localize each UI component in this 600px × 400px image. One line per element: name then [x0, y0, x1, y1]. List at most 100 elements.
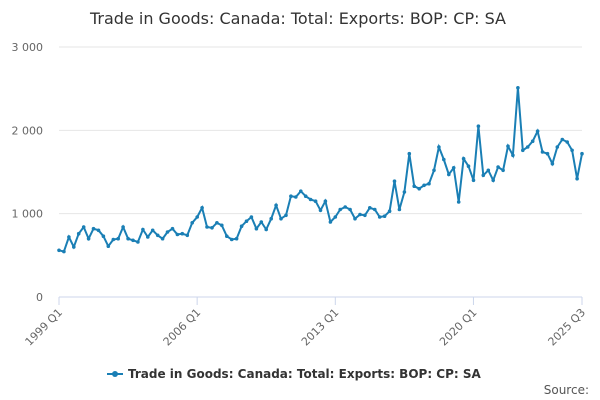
data-point[interactable] — [210, 226, 214, 230]
data-point[interactable] — [220, 223, 224, 228]
source-label[interactable]: Source: — [544, 383, 589, 397]
data-point[interactable] — [417, 186, 422, 191]
data-point[interactable] — [76, 231, 81, 236]
data-point[interactable] — [407, 151, 412, 156]
data-point[interactable] — [560, 137, 565, 142]
data-point[interactable] — [96, 228, 101, 233]
data-point[interactable] — [116, 236, 120, 241]
data-point[interactable] — [575, 176, 579, 181]
data-point[interactable] — [91, 226, 96, 231]
data-point[interactable] — [86, 236, 91, 241]
data-point[interactable] — [427, 181, 431, 186]
data-point[interactable] — [501, 168, 505, 173]
data-point[interactable] — [491, 178, 496, 183]
data-point[interactable] — [363, 213, 367, 218]
data-point[interactable] — [67, 235, 71, 239]
data-point[interactable] — [442, 157, 446, 162]
legend[interactable]: Trade in Goods: Canada: Total: Exports: … — [107, 367, 482, 381]
data-point[interactable] — [249, 215, 254, 219]
data-point[interactable] — [121, 225, 125, 229]
data-point[interactable] — [200, 206, 204, 210]
data-point[interactable] — [432, 168, 436, 173]
data-point[interactable] — [239, 224, 244, 228]
data-point[interactable] — [146, 235, 150, 239]
data-point[interactable] — [175, 232, 180, 237]
data-point[interactable] — [131, 238, 135, 243]
data-point[interactable] — [274, 203, 278, 208]
data-point[interactable] — [516, 86, 520, 90]
data-point[interactable] — [437, 145, 441, 149]
data-point[interactable] — [269, 216, 274, 221]
data-point[interactable] — [521, 148, 525, 153]
data-point[interactable] — [570, 148, 574, 153]
data-point[interactable] — [412, 184, 417, 188]
data-point[interactable] — [308, 197, 313, 202]
data-point[interactable] — [284, 213, 288, 218]
data-point[interactable] — [303, 194, 308, 198]
data-point[interactable] — [397, 207, 402, 212]
data-point[interactable] — [72, 245, 76, 249]
data-point[interactable] — [289, 194, 293, 198]
data-point[interactable] — [486, 168, 491, 173]
data-point[interactable] — [299, 189, 303, 193]
data-point[interactable] — [101, 234, 106, 238]
data-point[interactable] — [550, 161, 555, 166]
data-point[interactable] — [234, 236, 239, 241]
data-point[interactable] — [254, 226, 259, 231]
data-point[interactable] — [466, 164, 471, 168]
data-point[interactable] — [471, 178, 476, 183]
data-point[interactable] — [106, 244, 111, 248]
data-point[interactable] — [373, 207, 377, 212]
data-point[interactable] — [555, 145, 560, 149]
data-point[interactable] — [387, 209, 392, 213]
data-point[interactable] — [392, 179, 397, 183]
data-point[interactable] — [456, 200, 461, 204]
data-point[interactable] — [580, 151, 584, 156]
data-point[interactable] — [545, 151, 550, 156]
data-point[interactable] — [422, 183, 426, 188]
data-point[interactable] — [62, 249, 66, 254]
data-point[interactable] — [225, 234, 229, 238]
data-point[interactable] — [205, 225, 209, 229]
data-point[interactable] — [481, 173, 486, 178]
data-point[interactable] — [358, 212, 362, 217]
data-point[interactable] — [185, 233, 190, 238]
data-point[interactable] — [150, 228, 155, 233]
data-point[interactable] — [57, 248, 61, 253]
data-point[interactable] — [447, 172, 451, 177]
data-point[interactable] — [333, 215, 338, 219]
data-point[interactable] — [382, 214, 387, 218]
data-point[interactable] — [530, 139, 535, 143]
data-point[interactable] — [81, 225, 86, 229]
data-point[interactable] — [259, 220, 264, 224]
data-point[interactable] — [506, 144, 510, 148]
data-point[interactable] — [402, 190, 407, 194]
data-point[interactable] — [377, 215, 382, 219]
data-point[interactable] — [136, 240, 140, 244]
data-point[interactable] — [368, 206, 372, 210]
data-point[interactable] — [343, 205, 348, 209]
data-point[interactable] — [170, 226, 175, 231]
data-point[interactable] — [215, 221, 219, 225]
data-point[interactable] — [451, 166, 456, 170]
data-point[interactable] — [525, 145, 530, 149]
data-point[interactable] — [160, 236, 165, 241]
data-point[interactable] — [461, 156, 466, 161]
data-point[interactable] — [540, 150, 545, 154]
data-point[interactable] — [328, 220, 333, 224]
data-point[interactable] — [141, 227, 145, 232]
data-point[interactable] — [565, 140, 569, 144]
data-point[interactable] — [229, 237, 234, 242]
data-point[interactable] — [195, 215, 199, 219]
data-point[interactable] — [111, 237, 116, 242]
data-point[interactable] — [155, 233, 160, 238]
data-point[interactable] — [353, 216, 357, 221]
data-point[interactable] — [313, 199, 318, 203]
data-point[interactable] — [126, 236, 130, 241]
data-point[interactable] — [496, 165, 500, 169]
data-point[interactable] — [180, 231, 185, 236]
data-point[interactable] — [244, 219, 249, 223]
data-point[interactable] — [279, 216, 283, 221]
data-point[interactable] — [294, 195, 298, 199]
data-point[interactable] — [348, 207, 352, 212]
